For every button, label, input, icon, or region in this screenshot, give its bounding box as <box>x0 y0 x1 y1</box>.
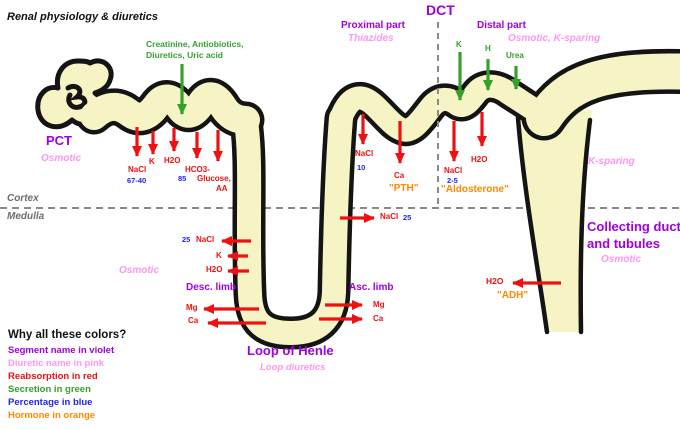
dct-proximal-diuretic: Thiazides <box>348 33 394 44</box>
cd-name-line1: Collecting duct <box>587 219 680 234</box>
desc-limb-label: Desc. limb <box>186 282 237 293</box>
desc-h2o-label: H2O <box>206 265 223 274</box>
secretion-arrows <box>177 52 521 115</box>
desc-mg-label: Mg <box>186 303 198 312</box>
dct-distal-part: Distal part <box>477 20 526 31</box>
pct-nacl-label: NaCl <box>128 165 147 174</box>
hormone-aldosterone: "Aldosterone" <box>441 184 509 195</box>
cd-name-line2: and tubules <box>587 236 660 251</box>
dct-secretion-k: K <box>456 40 462 49</box>
pct-diuretic: Osmotic <box>41 153 82 164</box>
legend-item-diuretic: Diuretic name in pink <box>8 358 105 369</box>
reabsorption-arrows <box>132 112 561 328</box>
dct-distal-diuretic: Osmotic, K-sparing <box>508 33 601 44</box>
pct-k-label: K <box>149 157 155 166</box>
dct-nacl-label: NaCl <box>444 166 463 175</box>
legend-item-reabsorption: Reabsorption in red <box>8 371 98 382</box>
dct-secretion-urea: Urea <box>506 51 524 60</box>
desc-ca-label: Ca <box>188 316 199 325</box>
cd-k-sparing-label: K-sparing <box>588 156 635 167</box>
asc-exit-nacl-label: NaCl <box>380 212 399 221</box>
desc-nacl-label: NaCl <box>196 235 215 244</box>
hormone-pth: "PTH" <box>389 183 419 194</box>
legend-title: Why all these colors? <box>8 329 127 341</box>
medulla-label: Medulla <box>7 211 45 222</box>
dct-h2o-label: H2O <box>471 155 488 164</box>
early-dct-nacl-label: NaCl <box>355 149 374 158</box>
dct-proximal-part: Proximal part <box>341 20 405 31</box>
loop-medulla-diuretic: Osmotic <box>119 265 160 276</box>
legend-item-secretion: Secretion in green <box>8 384 91 395</box>
collecting-duct-shape <box>515 108 593 335</box>
page-title: Renal physiology & diuretics <box>7 11 158 23</box>
cortex-label: Cortex <box>7 193 39 204</box>
loop-diuretic: Loop diuretics <box>260 362 326 373</box>
dct-secretion-h: H <box>485 44 491 53</box>
asc-limb-label: Asc. limb <box>349 282 394 293</box>
pct-secretion-line2: Diuretics, Uric acid <box>146 50 224 60</box>
legend-item-segment: Segment name in violet <box>8 345 115 356</box>
pct-glucose-label: Glucose, <box>197 174 231 183</box>
early-dct-nacl-percentage: 10 <box>357 163 366 172</box>
glomerulus-scribble <box>65 83 88 110</box>
cd-h2o-label: H2O <box>486 276 504 286</box>
dct-nacl-percentage: 2-5 <box>447 176 458 185</box>
loop-name: Loop of Henle <box>247 343 334 358</box>
legend-item-percentage: Percentage in blue <box>8 397 93 408</box>
pct-hco3-percentage: 85 <box>178 174 187 183</box>
segment-dct-name: DCT <box>426 2 455 18</box>
legend-item-hormone: Hormone in orange <box>8 410 96 421</box>
asc-mg-label: Mg <box>373 300 385 309</box>
desc-nacl-percentage: 25 <box>182 235 191 244</box>
asc-ca-label: Ca <box>373 314 384 323</box>
desc-k-label: K <box>216 251 222 260</box>
early-dct-ca-label: Ca <box>394 171 405 180</box>
asc-exit-nacl-percentage: 25 <box>403 213 412 222</box>
pct-hco3-label: HCO3- <box>185 165 210 174</box>
pct-h2o-label: H2O <box>164 156 181 165</box>
hormone-adh: "ADH" <box>497 290 529 301</box>
pct-aa-label: AA <box>216 184 228 193</box>
segment-pct-name: PCT <box>46 133 72 148</box>
cd-diuretic: Osmotic <box>601 254 642 265</box>
pct-nacl-percentage: 67-40 <box>127 176 147 185</box>
pct-secretion-line1: Creatinine, Antiobiotics, <box>146 39 244 49</box>
